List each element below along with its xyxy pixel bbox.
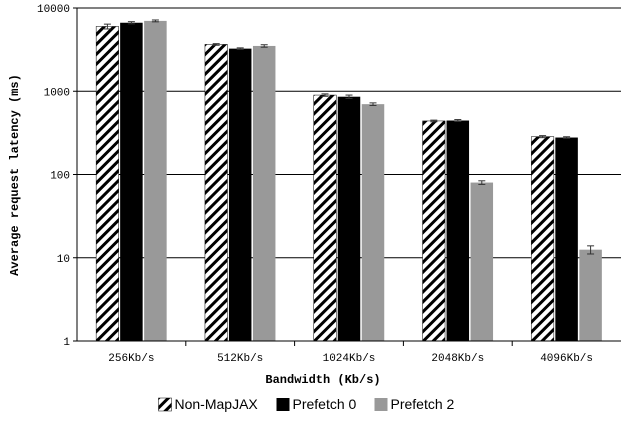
legend-swatch <box>374 398 388 411</box>
legend-swatch <box>158 397 172 412</box>
error-bar <box>345 94 353 99</box>
bar-prefetch-0-4 <box>555 137 578 341</box>
bar-prefetch-0-3 <box>446 120 470 341</box>
bar-non-mapjax-2 <box>313 94 337 342</box>
y-axis-title: Average request latency (ms) <box>8 74 22 276</box>
error-bars <box>103 19 595 255</box>
error-bar <box>539 135 547 139</box>
error-bar <box>369 102 377 106</box>
error-bar <box>430 119 438 123</box>
legend: Non-MapJAX Prefetch 0 Prefetch 2 <box>158 396 455 412</box>
legend-label: Prefetch 2 <box>391 396 455 412</box>
bar-prefetch-2-4 <box>579 249 602 341</box>
error-bar <box>260 44 268 48</box>
bar-prefetch-0-2 <box>337 96 361 341</box>
y-tick-label: 1000 <box>44 87 70 99</box>
error-bar <box>151 19 159 23</box>
bar-prefetch-0-0 <box>120 22 143 342</box>
legend-item-non-mapjax: Non-MapJAX <box>158 396 259 412</box>
y-tick-label: 10 <box>57 254 70 266</box>
x-axis-title: Bandwidth (Kb/s) <box>265 373 380 387</box>
error-bar <box>127 21 135 25</box>
bar-prefetch-2-2 <box>361 104 385 341</box>
y-tick-label: 100 <box>50 171 70 183</box>
legend-item-prefetch-0: Prefetch 0 <box>276 396 357 412</box>
error-bar <box>212 43 220 46</box>
x-tick-label: 256Kb/s <box>108 353 154 365</box>
x-tick-labels: 256Kb/s 512Kb/s 1024Kb/s 2048Kb/s 4096Kb/s <box>108 341 593 365</box>
legend-swatch <box>276 398 290 411</box>
x-tick-label: 512Kb/s <box>217 353 263 365</box>
legend-label: Prefetch 0 <box>293 396 357 412</box>
y-tick-label: 10000 <box>37 4 70 16</box>
error-bar <box>563 136 571 139</box>
bar-non-mapjax-0 <box>95 26 119 342</box>
bar-prefetch-0-1 <box>228 48 252 341</box>
error-bar <box>236 47 244 50</box>
bar-non-mapjax-3 <box>422 120 446 342</box>
bar-prefetch-2-3 <box>470 182 494 341</box>
y-tick-labels: 1 10 100 1000 10000 <box>37 4 77 349</box>
error-bar <box>321 93 329 97</box>
x-tick-label: 2048Kb/s <box>431 353 484 365</box>
bars <box>95 20 602 342</box>
error-bar <box>454 119 462 123</box>
error-bar <box>103 23 111 30</box>
error-bar <box>587 245 595 255</box>
legend-label: Non-MapJAX <box>175 396 259 412</box>
x-tick-label: 4096Kb/s <box>540 353 593 365</box>
x-tick-label: 1024Kb/s <box>323 353 376 365</box>
y-tick-label: 1 <box>63 337 70 349</box>
bar-prefetch-2-0 <box>144 20 167 341</box>
bar-prefetch-2-1 <box>252 45 276 342</box>
bar-non-mapjax-4 <box>531 136 555 342</box>
legend-item-prefetch-2: Prefetch 2 <box>374 396 455 412</box>
error-bar <box>478 180 486 185</box>
bar-non-mapjax-1 <box>204 44 228 342</box>
